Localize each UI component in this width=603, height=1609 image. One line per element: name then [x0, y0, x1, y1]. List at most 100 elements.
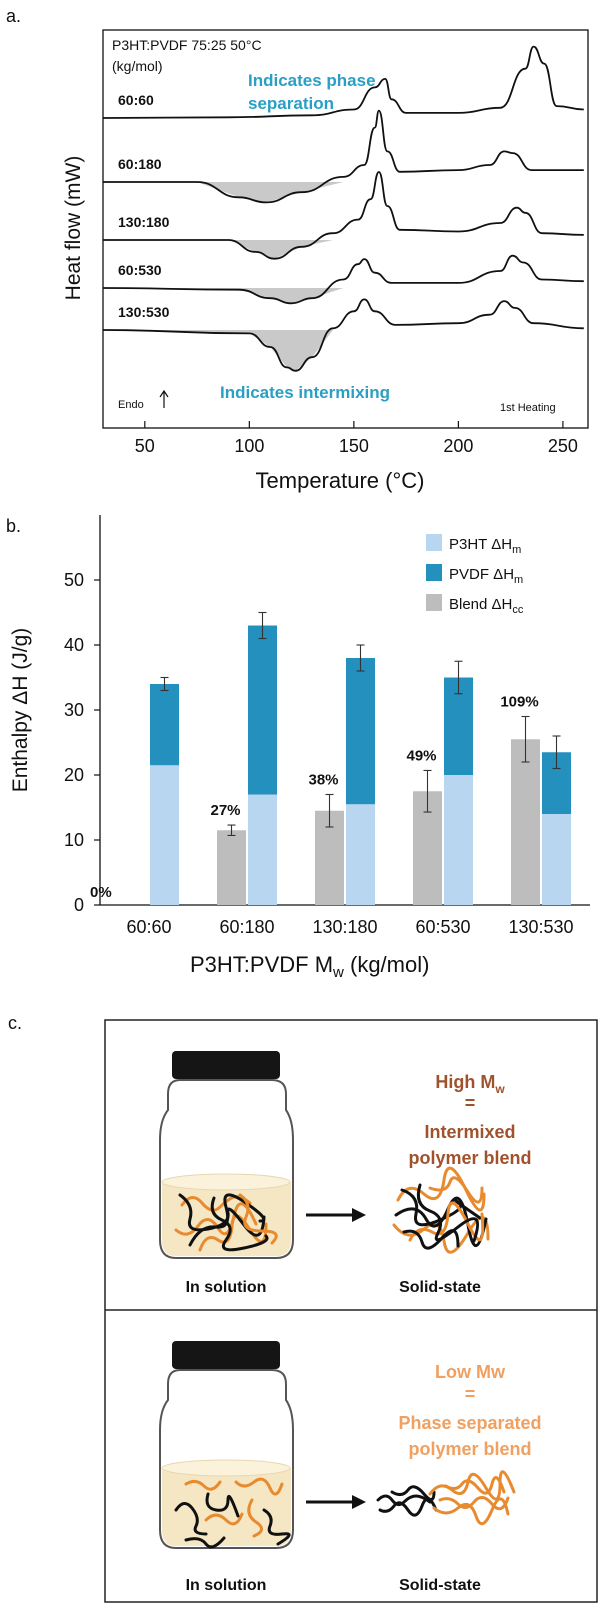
dsc-curve-130:530 [102, 298, 584, 372]
bar-blend-130:530 [511, 739, 540, 905]
bar-pvdf-130:180 [346, 658, 375, 805]
dsc-curve-label: 60:530 [118, 262, 162, 278]
percent-label-60:60: 0% [90, 884, 112, 901]
endo-label: Endo [118, 399, 144, 411]
intermixing-annotation: Indicates intermixing [220, 383, 390, 402]
panel-b-label: b. [6, 516, 21, 536]
high-mw-line2: Intermixed [424, 1122, 515, 1142]
panel-b-x-axis-label: P3HT:PVDF Mw (kg/mol) [190, 952, 429, 981]
intermixed-chains-in-solution [174, 1193, 278, 1252]
high-mw-equals: = [465, 1093, 476, 1113]
bar-p3ht-60:180 [248, 794, 277, 905]
panel-b-category-label: 60:180 [219, 917, 274, 937]
top-arrow-head-icon [352, 1208, 366, 1222]
dsc-curve-label: 60:180 [118, 156, 162, 172]
bar-pvdf-60:60 [150, 684, 179, 766]
legend-label-p3ht: P3HT ΔHm [449, 536, 521, 556]
panel-b-ytick-label: 0 [74, 895, 84, 915]
panel-b-category-label: 60:60 [126, 917, 171, 937]
panel-b-category-label: 60:530 [415, 917, 470, 937]
top-right-caption: Solid-state [399, 1279, 481, 1296]
panel-b-legend: P3HT ΔHm PVDF ΔHm Blend ΔHcc [426, 534, 524, 616]
bar-p3ht-130:180 [346, 804, 375, 905]
low-mw-equals: = [465, 1384, 476, 1404]
legend-swatch-p3ht [426, 534, 442, 551]
bar-p3ht-60:60 [150, 765, 179, 905]
percent-label-60:530: 49% [406, 747, 436, 764]
bar-p3ht-130:530 [542, 814, 571, 905]
panel-a-xticks-group: 50 100 150 200 250 [135, 421, 578, 456]
panel-b-ytick-label: 10 [64, 830, 84, 850]
bar-blend-60:180 [217, 830, 246, 905]
phase-separated-solid-state [376, 1470, 516, 1526]
panel-b-y-axis-label: Enthalpy ΔH (J/g) [9, 628, 32, 793]
bottom-arrow-head-icon [352, 1495, 366, 1509]
panel-a: a. P3HT:PVDF 75:25 50°C (kg/mol) Heat fl… [6, 6, 589, 493]
phase-separation-annotation-line2: separation [248, 94, 334, 113]
panel-a-x-axis-label: Temperature (°C) [256, 468, 425, 493]
panel-a-plot-frame [102, 29, 589, 429]
solution-surface [161, 1173, 291, 1191]
panel-b-ytick-label: 20 [64, 765, 84, 785]
panel-b-ytick-label: 30 [64, 700, 84, 720]
phase-separation-annotation-line1: Indicates phase [248, 71, 376, 90]
panel-a-y-axis-label: Heat flow (mW) [62, 156, 85, 301]
legend-swatch-pvdf [426, 564, 442, 581]
dsc-curve-label: 130:180 [118, 214, 170, 230]
low-mw-vial [159, 1341, 294, 1549]
dsc-curve-60:530 [102, 254, 584, 305]
bar-pvdf-60:180 [248, 625, 277, 795]
panel-a-label: a. [6, 6, 21, 26]
dsc-curve-label: 60:60 [118, 92, 154, 108]
high-mw-line3: polymer blend [408, 1148, 531, 1168]
panel-b-yticks-group: 0 10 20 30 40 50 [64, 570, 100, 915]
panel-b-bars-group: 0% 27% 38% 49% 109% [90, 611, 571, 905]
panel-a-xtick-label: 100 [234, 436, 264, 456]
top-left-caption: In solution [186, 1279, 267, 1296]
panel-a-xtick-label: 250 [548, 436, 578, 456]
bar-p3ht-60:530 [444, 775, 473, 905]
crystallization-area-60:530 [103, 288, 344, 304]
vial-cap-icon [172, 1051, 280, 1079]
endo-arrow-icon [159, 389, 169, 408]
panel-b-xticks-group: 60:60 60:180 130:180 60:530 130:530 [126, 917, 573, 937]
intermixed-solid-state-blob [392, 1166, 490, 1254]
bottom-right-caption: Solid-state [399, 1577, 481, 1594]
percent-label-60:180: 27% [210, 802, 240, 819]
panel-a-xtick-label: 200 [443, 436, 473, 456]
panel-b-category-label: 130:180 [312, 917, 377, 937]
percent-label-130:530: 109% [500, 694, 538, 711]
crystallization-area-130:180 [228, 240, 333, 259]
bottom-left-caption: In solution [186, 1577, 267, 1594]
panel-c-label: c. [8, 1013, 22, 1033]
dsc-curve-130:180 [103, 171, 584, 260]
low-mw-line2: Phase separated [398, 1413, 541, 1433]
crystallization-area-130:530 [103, 330, 333, 371]
panel-b-ytick-label: 50 [64, 570, 84, 590]
legend-label-blend: Blend ΔHcc [449, 596, 524, 616]
high-mw-title: High Mw [435, 1072, 505, 1096]
high-mw-vial [159, 1051, 294, 1259]
panel-a-xtick-label: 150 [339, 436, 369, 456]
first-heating-label: 1st Heating [500, 402, 556, 414]
crystallization-area-60:180 [197, 182, 344, 203]
panel-b-ytick-label: 40 [64, 635, 84, 655]
percent-label-130:180: 38% [308, 772, 338, 789]
panel-a-xtick-label: 50 [135, 436, 155, 456]
panel-c: c. [8, 1013, 598, 1603]
panel-a-unit: (kg/mol) [112, 58, 163, 74]
solution-surface [161, 1459, 291, 1477]
legend-swatch-blend [426, 594, 442, 611]
panel-b: b. Enthalpy ΔH (J/g) P3HT:PVDF Mw (kg/mo… [6, 515, 590, 981]
legend-label-pvdf: PVDF ΔHm [449, 566, 523, 586]
panel-c-frame [104, 1019, 598, 1603]
dsc-curve-60:60 [102, 45, 584, 119]
panel-a-title: P3HT:PVDF 75:25 50°C [112, 37, 262, 53]
panel-b-category-label: 130:530 [508, 917, 573, 937]
panel-a-curves-group: 60:60 60:180 130:180 60:530 130:530 [102, 45, 584, 372]
vial-cap-icon [172, 1341, 280, 1369]
low-mw-title: Low Mw [435, 1362, 506, 1382]
low-mw-line3: polymer blend [408, 1439, 531, 1459]
dsc-curve-60:180 [103, 109, 584, 204]
